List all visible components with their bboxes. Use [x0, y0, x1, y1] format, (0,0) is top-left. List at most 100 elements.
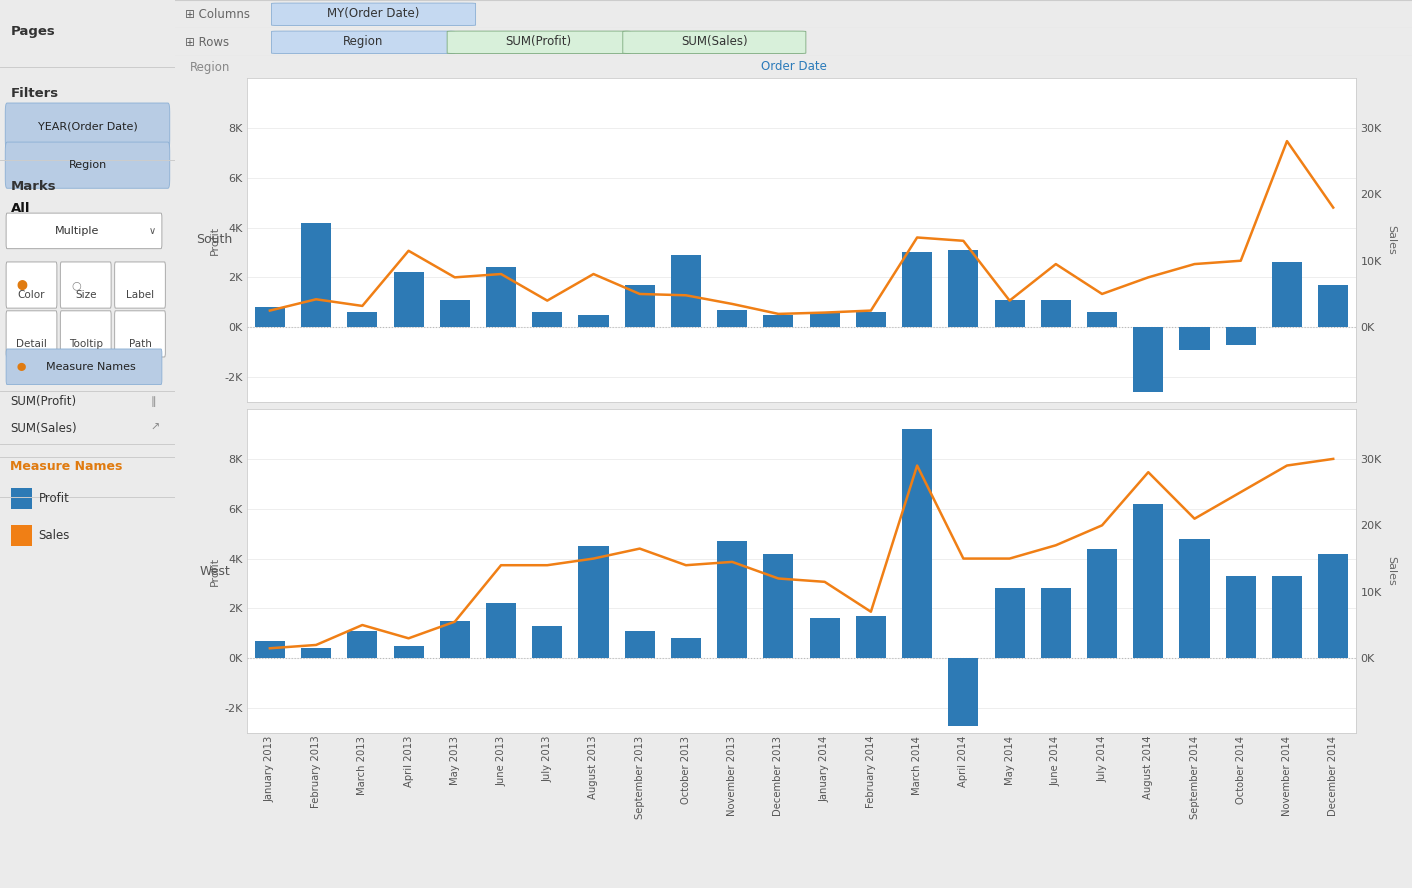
Text: All: All: [10, 202, 30, 215]
Text: SUM(Profit): SUM(Profit): [505, 36, 572, 49]
Bar: [579, 546, 609, 658]
Text: Pages: Pages: [10, 25, 55, 37]
Bar: [347, 313, 377, 327]
Text: South: South: [196, 234, 233, 247]
Bar: [1319, 285, 1348, 327]
Text: Profit: Profit: [38, 492, 69, 504]
Bar: [1134, 327, 1163, 392]
Text: SUM(Sales): SUM(Sales): [681, 36, 747, 49]
Bar: [1319, 553, 1348, 658]
Bar: [902, 429, 932, 658]
Bar: [1272, 262, 1302, 327]
Bar: [301, 223, 332, 327]
Text: ⬤: ⬤: [17, 280, 27, 290]
Bar: [902, 252, 932, 327]
Text: ∨: ∨: [148, 226, 155, 236]
FancyBboxPatch shape: [6, 142, 169, 188]
Text: Region: Region: [68, 160, 107, 170]
Bar: [1179, 539, 1210, 658]
Bar: [949, 250, 979, 327]
FancyBboxPatch shape: [271, 31, 455, 53]
Bar: [717, 541, 747, 658]
Bar: [624, 285, 655, 327]
Bar: [10, 488, 31, 509]
Text: Marks: Marks: [10, 180, 56, 193]
FancyBboxPatch shape: [448, 31, 630, 53]
Bar: [394, 273, 424, 327]
Bar: [671, 638, 700, 658]
FancyBboxPatch shape: [6, 262, 56, 308]
Bar: [532, 626, 562, 658]
Text: Multiple: Multiple: [55, 226, 99, 236]
Y-axis label: Sales: Sales: [1385, 225, 1396, 255]
FancyBboxPatch shape: [61, 262, 112, 308]
Bar: [1134, 503, 1163, 658]
Text: Detail: Detail: [16, 338, 47, 349]
Bar: [624, 630, 655, 658]
Text: MY(Order Date): MY(Order Date): [328, 7, 419, 20]
FancyBboxPatch shape: [114, 311, 165, 357]
FancyBboxPatch shape: [61, 311, 112, 357]
Text: Color: Color: [18, 289, 45, 300]
Text: YEAR(Order Date): YEAR(Order Date): [38, 121, 137, 131]
Bar: [439, 621, 470, 658]
FancyBboxPatch shape: [6, 213, 162, 249]
Bar: [1041, 300, 1070, 327]
Text: SUM(Sales): SUM(Sales): [10, 422, 78, 434]
Bar: [301, 648, 332, 658]
Text: Region: Region: [189, 60, 230, 74]
Text: ↗: ↗: [151, 423, 160, 433]
Text: ⊞ Rows: ⊞ Rows: [185, 36, 229, 49]
Y-axis label: Sales: Sales: [1385, 556, 1396, 586]
Text: West: West: [199, 565, 230, 577]
Text: ⊞ Columns: ⊞ Columns: [185, 7, 250, 20]
Text: Measure Names: Measure Names: [10, 460, 123, 472]
Bar: [1226, 327, 1255, 345]
Bar: [994, 300, 1025, 327]
Bar: [764, 553, 794, 658]
Bar: [856, 313, 885, 327]
Bar: [254, 307, 285, 327]
FancyBboxPatch shape: [6, 311, 56, 357]
Bar: [486, 604, 515, 658]
Y-axis label: Profit: Profit: [210, 226, 220, 255]
Text: Order Date: Order Date: [761, 60, 826, 74]
Bar: [486, 267, 515, 327]
Text: Size: Size: [75, 289, 96, 300]
FancyBboxPatch shape: [6, 349, 162, 385]
Bar: [1226, 576, 1255, 658]
Bar: [10, 525, 31, 546]
Text: Label: Label: [126, 289, 154, 300]
Bar: [671, 255, 700, 327]
Bar: [856, 616, 885, 658]
Bar: [809, 313, 840, 327]
Text: Region: Region: [343, 36, 383, 49]
Text: ○: ○: [71, 280, 80, 290]
Bar: [347, 630, 377, 658]
Text: ⬤: ⬤: [17, 362, 25, 371]
Bar: [764, 314, 794, 327]
Bar: [1087, 313, 1117, 327]
Text: Tooltip: Tooltip: [69, 338, 103, 349]
Bar: [1087, 549, 1117, 658]
Text: ∥: ∥: [151, 396, 157, 407]
Bar: [439, 300, 470, 327]
FancyBboxPatch shape: [6, 103, 169, 149]
Bar: [1179, 327, 1210, 350]
Bar: [994, 589, 1025, 658]
Text: Filters: Filters: [10, 87, 59, 99]
Y-axis label: Profit: Profit: [210, 557, 220, 585]
Bar: [1041, 589, 1070, 658]
Bar: [949, 658, 979, 725]
Bar: [254, 641, 285, 658]
Text: Sales: Sales: [38, 529, 69, 542]
FancyBboxPatch shape: [114, 262, 165, 308]
Text: SUM(Profit): SUM(Profit): [10, 395, 76, 408]
FancyBboxPatch shape: [271, 3, 476, 26]
Bar: [1272, 576, 1302, 658]
Bar: [809, 618, 840, 658]
Text: Path: Path: [128, 338, 151, 349]
FancyBboxPatch shape: [623, 31, 806, 53]
Bar: [394, 646, 424, 658]
Text: Measure Names: Measure Names: [47, 361, 136, 372]
